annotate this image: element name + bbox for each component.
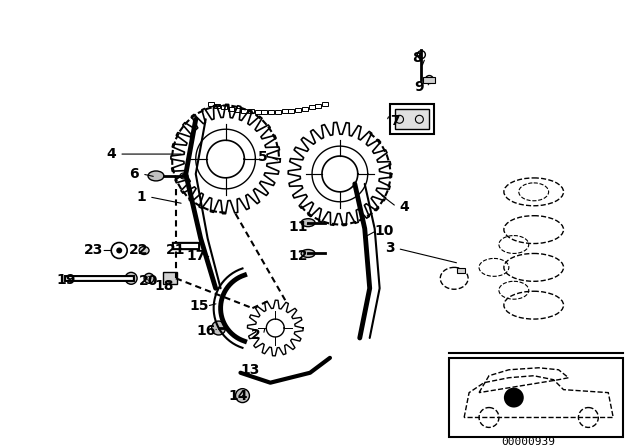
Text: 11: 11 — [289, 220, 308, 233]
Bar — [449, 358, 623, 437]
Bar — [163, 272, 177, 284]
Bar — [275, 110, 281, 114]
Bar — [308, 105, 314, 109]
Bar — [221, 105, 227, 109]
Bar — [268, 110, 274, 114]
Bar — [302, 107, 308, 111]
Text: 23: 23 — [84, 243, 103, 258]
Ellipse shape — [180, 173, 188, 179]
Bar — [214, 104, 220, 108]
Text: 7: 7 — [390, 114, 399, 128]
Text: 13: 13 — [241, 363, 260, 377]
Circle shape — [125, 272, 137, 284]
Bar — [228, 107, 234, 111]
Text: 19: 19 — [57, 273, 76, 287]
Text: 9: 9 — [415, 81, 424, 95]
Bar — [255, 110, 260, 114]
Bar — [248, 109, 254, 113]
Bar — [424, 77, 435, 82]
Text: 20: 20 — [140, 274, 159, 289]
Text: 2: 2 — [250, 328, 260, 342]
Text: 21: 21 — [166, 243, 186, 258]
Text: 5: 5 — [257, 150, 268, 164]
Bar — [390, 104, 435, 134]
Text: 1: 1 — [136, 190, 146, 204]
Bar — [394, 109, 429, 129]
Text: 4: 4 — [106, 147, 116, 161]
Text: 6: 6 — [129, 167, 139, 181]
Bar — [295, 108, 301, 112]
Ellipse shape — [301, 250, 315, 258]
Text: 22: 22 — [129, 243, 149, 258]
Text: 8: 8 — [413, 51, 422, 65]
Bar — [457, 268, 465, 273]
Text: 18: 18 — [154, 279, 173, 293]
Bar — [241, 109, 247, 113]
Bar — [235, 108, 241, 112]
Text: 00000939: 00000939 — [502, 437, 556, 448]
Text: 16: 16 — [196, 324, 216, 338]
Bar — [316, 104, 321, 108]
Text: 15: 15 — [189, 299, 209, 313]
Text: 12: 12 — [289, 250, 308, 263]
Circle shape — [116, 247, 122, 254]
Circle shape — [236, 389, 250, 403]
Text: 3: 3 — [385, 241, 394, 255]
Text: 17: 17 — [186, 250, 205, 263]
Ellipse shape — [147, 276, 151, 280]
Ellipse shape — [139, 246, 149, 254]
Bar — [322, 103, 328, 106]
Ellipse shape — [301, 219, 315, 227]
Text: 10: 10 — [375, 224, 394, 237]
Text: 14: 14 — [228, 388, 248, 403]
Bar — [282, 109, 287, 113]
Text: 4: 4 — [399, 200, 410, 214]
Bar — [289, 109, 294, 113]
Bar — [207, 103, 214, 106]
Ellipse shape — [148, 171, 164, 181]
Ellipse shape — [144, 273, 154, 283]
Circle shape — [212, 321, 225, 335]
Bar — [262, 110, 268, 114]
Circle shape — [504, 388, 524, 408]
